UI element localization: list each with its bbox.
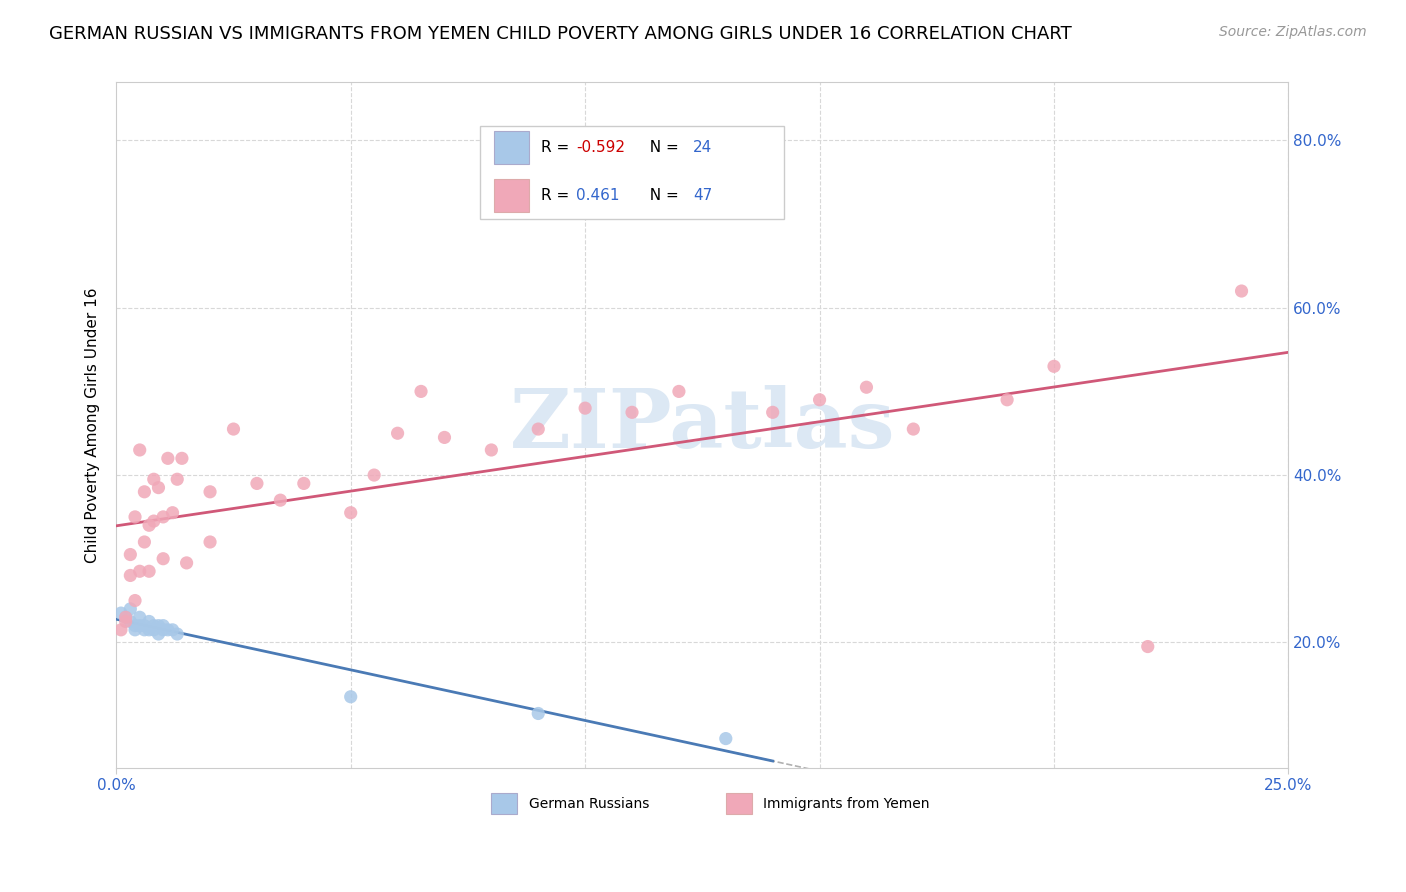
Point [668,384,690,399]
Point [120,568,142,582]
Point [152,623,174,637]
Point [142,514,165,528]
Text: 0.461: 0.461 [576,188,619,203]
Point [246,476,269,491]
Point [363,468,385,483]
Point [120,602,142,616]
Point [156,451,179,466]
FancyBboxPatch shape [479,127,785,219]
Point [714,731,737,746]
FancyBboxPatch shape [494,131,529,164]
Text: ZIPatlas: ZIPatlas [509,384,896,465]
Point [198,484,221,499]
Point [292,476,315,491]
Text: 47: 47 [693,188,713,203]
Point [903,422,925,436]
Point [120,615,142,629]
Point [152,618,174,632]
Point [176,556,198,570]
Point [855,380,877,394]
Point [166,472,188,486]
Text: R =: R = [540,188,574,203]
Point [114,610,136,624]
Point [134,618,156,632]
Point [134,484,156,499]
Text: Immigrants from Yemen: Immigrants from Yemen [763,797,929,811]
Point [110,606,132,620]
Point [170,451,193,466]
Point [138,615,160,629]
Point [148,481,170,495]
Point [142,623,165,637]
Point [138,564,160,578]
Point [124,593,146,607]
Point [166,627,188,641]
Point [124,618,146,632]
FancyBboxPatch shape [491,793,517,814]
Text: German Russians: German Russians [529,797,650,811]
Point [621,405,644,419]
Point [269,493,291,508]
FancyBboxPatch shape [725,793,752,814]
Point [222,422,245,436]
Point [1043,359,1066,374]
Point [128,610,150,624]
Point [527,706,550,721]
Point [1136,640,1159,654]
Point [148,618,170,632]
Point [574,401,596,416]
Point [152,509,174,524]
Point [120,548,142,562]
Point [995,392,1018,407]
Point [138,518,160,533]
Point [162,506,184,520]
Point [142,618,165,632]
Point [433,430,456,444]
Text: N =: N = [640,188,683,203]
Point [527,422,550,436]
Point [156,623,179,637]
Point [124,623,146,637]
Y-axis label: Child Poverty Among Girls Under 16: Child Poverty Among Girls Under 16 [86,287,100,563]
Point [808,392,831,407]
Point [114,610,136,624]
Point [128,618,150,632]
Point [387,426,409,441]
Point [339,506,361,520]
Text: 24: 24 [693,140,713,155]
Point [339,690,361,704]
Text: GERMAN RUSSIAN VS IMMIGRANTS FROM YEMEN CHILD POVERTY AMONG GIRLS UNDER 16 CORRE: GERMAN RUSSIAN VS IMMIGRANTS FROM YEMEN … [49,25,1071,43]
Point [138,623,160,637]
Text: R =: R = [540,140,574,155]
FancyBboxPatch shape [494,179,529,212]
Point [148,627,170,641]
Point [134,535,156,549]
Point [162,623,184,637]
Point [142,472,165,486]
Point [1230,284,1253,298]
Point [134,623,156,637]
Point [409,384,432,399]
Point [110,623,132,637]
Point [479,442,502,457]
Point [152,551,174,566]
Point [762,405,785,419]
Text: N =: N = [640,140,683,155]
Point [128,564,150,578]
Point [124,509,146,524]
Point [198,535,221,549]
Text: -0.592: -0.592 [576,140,624,155]
Point [114,615,136,629]
Point [128,442,150,457]
Text: Source: ZipAtlas.com: Source: ZipAtlas.com [1219,25,1367,39]
